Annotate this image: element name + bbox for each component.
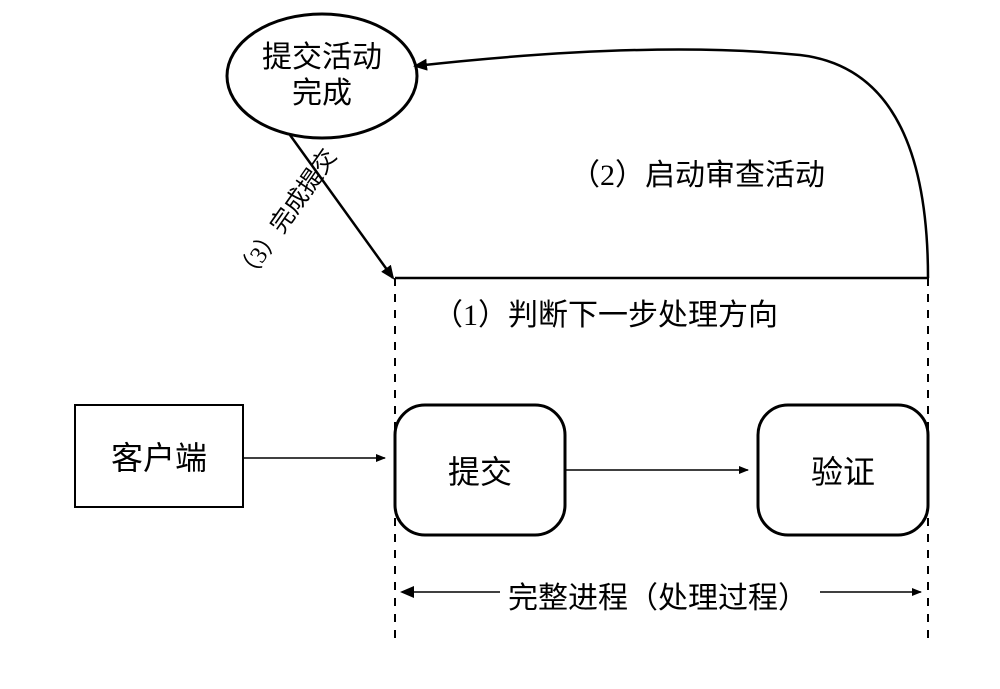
diagram-svg bbox=[0, 0, 1000, 689]
label-process: 完整进程（处理过程） bbox=[508, 573, 808, 617]
node-client-label: 客户端 bbox=[75, 405, 243, 507]
node-complete-label: 提交活动 完成 bbox=[227, 14, 417, 138]
label-step2: （2）启动审查活动 bbox=[570, 150, 825, 194]
label-step1: （1）判断下一步处理方向 bbox=[433, 290, 778, 334]
node-verify-label: 验证 bbox=[758, 405, 928, 535]
node-submit-label: 提交 bbox=[395, 405, 565, 535]
diagram-container: 客户端 提交 验证 提交活动 完成 （1）判断下一步处理方向 （2）启动审查活动… bbox=[0, 0, 1000, 689]
